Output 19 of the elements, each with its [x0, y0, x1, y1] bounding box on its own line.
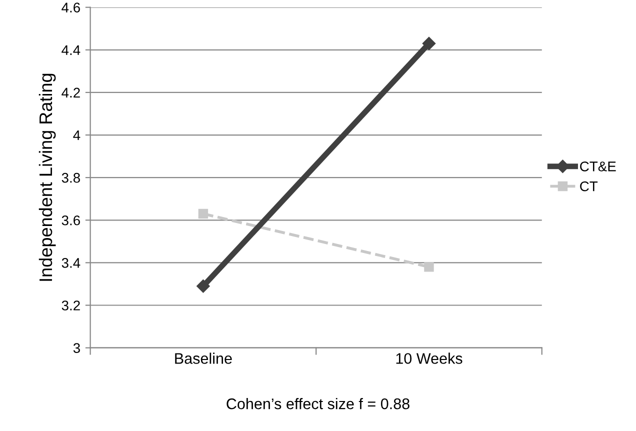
x-tick-label: 10 Weeks: [396, 352, 462, 364]
y-axis-title: Independent Living Rating: [38, 74, 56, 281]
y-tick-label: 4.6: [62, 2, 80, 12]
y-tick-label: 3: [73, 343, 80, 353]
y-tick-label: 3.6: [62, 215, 80, 226]
text: Cohen’s effect size f = 0.88: [226, 398, 410, 410]
legend-label: CT&E: [580, 162, 616, 172]
y-tick-label: 4: [73, 130, 80, 140]
x-tick-label: Baseline: [175, 352, 232, 364]
point: [424, 262, 434, 272]
y-tick-label: 3.2: [62, 300, 80, 310]
point: [198, 208, 208, 219]
y-tick-label: 4.4: [62, 45, 80, 55]
point: [422, 36, 436, 50]
y-tick-label: 4.2: [62, 88, 80, 98]
y-tick-label: 3.8: [62, 172, 80, 183]
legend-label: CT: [580, 181, 598, 192]
y-tick-label: 3.4: [62, 258, 80, 268]
point: [196, 280, 210, 293]
